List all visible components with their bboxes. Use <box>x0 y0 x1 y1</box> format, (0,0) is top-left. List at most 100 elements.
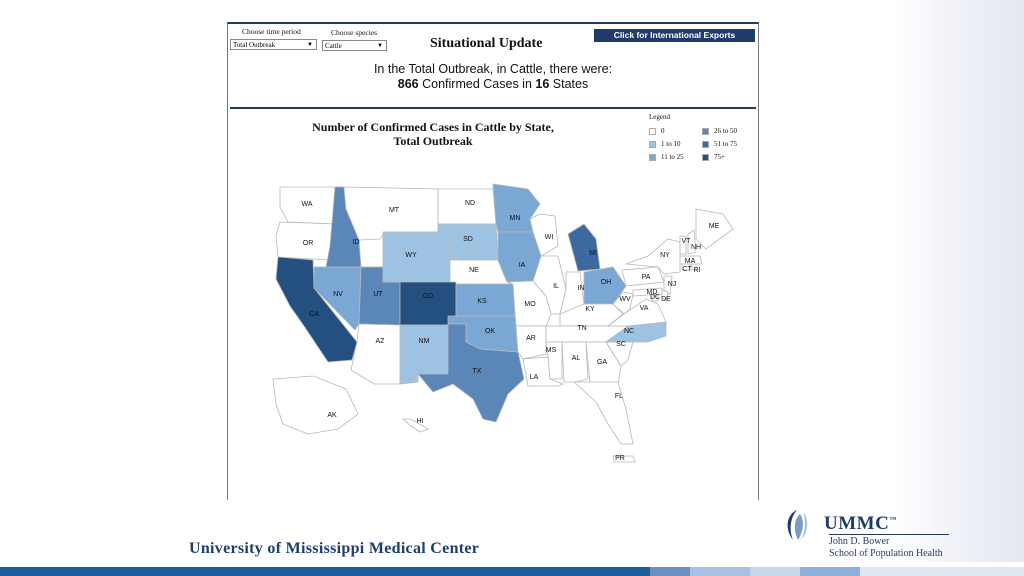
chevron-down-icon: ▼ <box>377 43 383 49</box>
state-ar[interactable] <box>515 325 547 360</box>
state-label-fl: FL <box>615 393 623 400</box>
state-ms[interactable] <box>545 341 563 380</box>
state-count: 16 <box>535 77 550 91</box>
time-period-value: Total Outbreak <box>233 41 276 49</box>
state-or[interactable] <box>275 221 336 261</box>
legend-swatch <box>649 153 656 161</box>
state-label-vt: VT <box>682 238 692 245</box>
case-text: Confirmed Cases in <box>422 77 532 91</box>
ummc-word: UMMC <box>824 513 890 534</box>
state-label-al: AL <box>572 355 581 362</box>
divider <box>230 107 756 109</box>
legend-swatch <box>649 140 656 148</box>
legend-item: 75+ <box>702 153 725 161</box>
legend-label: 0 <box>661 127 665 135</box>
legend-label: 26 to 50 <box>714 127 737 135</box>
state-label-dc: DC <box>650 294 660 301</box>
state-label-nv: NV <box>333 291 343 298</box>
state-label-ia: IA <box>519 262 526 269</box>
state-label-mi: MI <box>589 250 597 257</box>
map-title-line2: Total Outbreak <box>393 134 473 148</box>
state-nv[interactable] <box>313 266 362 331</box>
trademark: ™ <box>889 515 897 524</box>
state-hi[interactable] <box>401 418 429 433</box>
species-value: Cattle <box>325 42 342 50</box>
legend-swatch <box>649 127 656 135</box>
state-il[interactable] <box>532 255 567 315</box>
state-label-ut: UT <box>373 291 383 298</box>
state-text: States <box>552 77 589 91</box>
species-label: Choose species <box>331 28 378 37</box>
state-label-in: IN <box>578 285 585 292</box>
legend-swatch <box>702 153 709 161</box>
state-pr[interactable] <box>612 455 636 463</box>
legend-item: 26 to 50 <box>702 127 737 135</box>
state-me[interactable] <box>695 208 734 250</box>
legend-item: 11 to 25 <box>649 153 684 161</box>
us-choropleth-map: WA OR CA ID NV UT AZ MT WY CO NM ND SD NE KS OK TX MN IA MO… <box>272 183 734 463</box>
chevron-down-icon: ▼ <box>307 42 313 48</box>
state-label-mt: MT <box>389 207 400 214</box>
state-label-nm: NM <box>419 338 430 345</box>
state-label-co: CO <box>423 293 434 300</box>
dashboard-panel: Choose time period Total Outbreak ▼ Choo… <box>227 22 759 500</box>
state-tx[interactable] <box>417 323 525 423</box>
state-label-md: MD <box>647 289 658 296</box>
state-label-ak: AK <box>327 412 337 419</box>
summary-line: In the Total Outbreak, in Cattle, there … <box>373 62 613 76</box>
state-ma[interactable] <box>679 255 703 265</box>
state-label-la: LA <box>530 374 539 381</box>
state-label-ma: MA <box>685 258 696 265</box>
state-nc[interactable] <box>604 321 667 343</box>
state-wv[interactable] <box>612 291 634 315</box>
state-az[interactable] <box>350 323 401 385</box>
state-de[interactable] <box>661 289 669 301</box>
state-label-tx: TX <box>473 368 482 375</box>
state-dc[interactable] <box>651 295 659 302</box>
state-label-de: DE <box>661 296 671 303</box>
state-vt[interactable] <box>679 235 687 255</box>
state-label-wy: WY <box>405 252 417 259</box>
state-label-az: AZ <box>376 338 386 345</box>
state-nj[interactable] <box>663 275 673 295</box>
state-label-oh: OH <box>601 279 612 286</box>
state-label-ms: MS <box>546 347 557 354</box>
map-title: Number of Confirmed Cases in Cattle by S… <box>308 120 558 148</box>
state-label-va: VA <box>640 305 649 312</box>
state-al[interactable] <box>561 341 589 383</box>
ummc-wordmark: UMMC™ <box>824 513 897 535</box>
map-title-line1: Number of Confirmed Cases in Cattle by S… <box>312 120 554 134</box>
case-count: 866 <box>397 77 419 91</box>
international-exports-button[interactable]: Click for International Exports <box>594 29 755 42</box>
state-label-ny: NY <box>660 252 670 259</box>
state-label-nd: ND <box>465 200 475 207</box>
state-mi[interactable] <box>567 223 601 272</box>
state-label-ky: KY <box>585 306 595 313</box>
legend-title: Legend <box>649 113 670 121</box>
state-label-ok: OK <box>485 328 495 335</box>
summary-counts: 866 Confirmed Cases in 16 States <box>228 77 758 91</box>
state-label-ar: AR <box>526 335 536 342</box>
state-label-hi: HI <box>417 418 424 425</box>
legend-label: 75+ <box>714 153 725 161</box>
time-period-select[interactable]: Total Outbreak ▼ <box>230 39 317 50</box>
species-select[interactable]: Cattle ▼ <box>322 40 387 51</box>
state-fl[interactable] <box>572 381 634 445</box>
state-label-wv: WV <box>619 296 631 303</box>
state-nh[interactable] <box>687 229 697 255</box>
state-wi[interactable] <box>529 213 559 257</box>
state-label-wa: WA <box>301 201 312 208</box>
state-label-nh: NH <box>691 244 701 251</box>
bottom-color-bar <box>0 567 1024 576</box>
state-label-tn: TN <box>577 325 586 332</box>
school-line2: School of Population Health <box>829 548 943 559</box>
state-label-mo: MO <box>524 301 536 308</box>
page-title: Situational Update <box>430 36 543 51</box>
legend-swatch <box>702 127 709 135</box>
state-label-ne: NE <box>469 267 479 274</box>
state-oh[interactable] <box>583 266 627 305</box>
state-ak[interactable] <box>272 375 359 435</box>
state-ca[interactable] <box>275 256 358 363</box>
state-label-sc: SC <box>616 341 626 348</box>
legend-item: 51 to 75 <box>702 140 737 148</box>
